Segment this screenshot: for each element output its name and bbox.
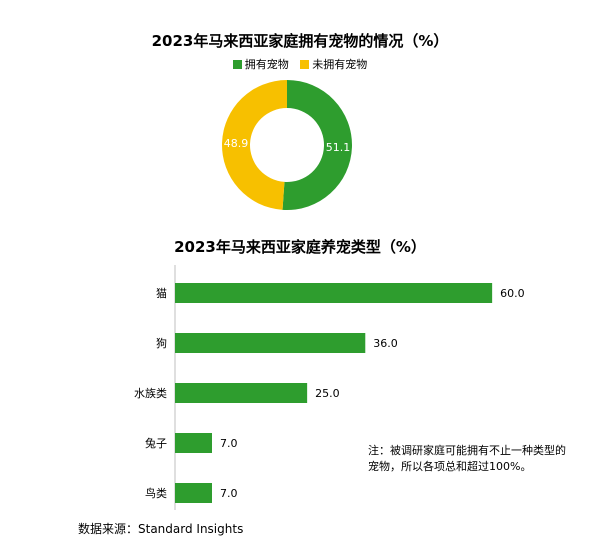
bar-category-label-3: 兔子 — [145, 436, 167, 450]
bar-value-label-2: 25.0 — [315, 387, 340, 400]
legend-swatch-owned — [232, 59, 242, 69]
bar-value-label-3: 7.0 — [220, 437, 238, 450]
legend-label-owned: 拥有宠物 — [244, 58, 289, 71]
bar-chart-title: 2023年马来西亚家庭养宠类型（%） — [174, 238, 426, 256]
chart-footnote: 注：被调研家庭可能拥有不止一种类型的宠物，所以各项总和超过100%。 — [368, 444, 566, 473]
bar-category-label-1: 狗 — [156, 337, 167, 350]
donut-chart: 51.1 48.9 — [221, 80, 352, 211]
bar-chart: 猫 60.0 狗 36.0 水族类 25.0 兔子 7.0 鸟类 7.0 — [134, 265, 525, 510]
bar-2 — [175, 383, 308, 403]
bar-value-label-1: 36.0 — [373, 337, 398, 350]
bar-category-label-0: 猫 — [156, 287, 167, 300]
bar-3 — [175, 433, 212, 453]
donut-slice-label-1: 48.9 — [224, 137, 249, 150]
legend-item-not-owned: 未拥有宠物 — [300, 56, 367, 72]
bar-1 — [175, 333, 366, 353]
bar-category-label-4: 鸟类 — [145, 486, 167, 500]
data-source: 数据来源：Standard Insights — [78, 522, 244, 536]
bar-value-label-4: 7.0 — [220, 487, 238, 500]
donut-legend: 拥有宠物 未拥有宠物 — [0, 56, 600, 72]
legend-item-owned: 拥有宠物 — [232, 56, 289, 72]
donut-chart-title: 2023年马来西亚家庭拥有宠物的情况（%） — [151, 32, 449, 50]
donut-slice-1 — [221, 80, 287, 210]
legend-swatch-not-owned — [300, 59, 310, 69]
bar-4 — [175, 483, 212, 503]
bar-category-label-2: 水族类 — [134, 386, 167, 400]
donut-slice-label-0: 51.1 — [326, 141, 351, 154]
donut-slice-0 — [282, 80, 352, 211]
bar-0 — [175, 283, 493, 303]
legend-label-not-owned: 未拥有宠物 — [312, 58, 368, 71]
bar-value-label-0: 60.0 — [500, 287, 524, 300]
